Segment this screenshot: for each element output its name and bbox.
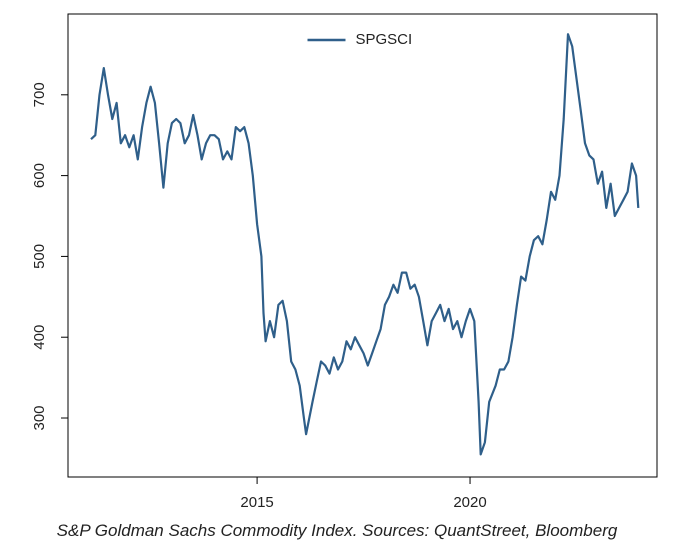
y-tick-label: 300 <box>31 405 48 430</box>
series-line <box>90 33 640 456</box>
y-tick-label: 500 <box>31 244 48 269</box>
y-tick-label: 600 <box>31 163 48 188</box>
x-tick-label: 2020 <box>453 494 486 511</box>
y-tick-label: 700 <box>31 82 48 107</box>
x-tick-label: 2015 <box>240 494 273 511</box>
y-tick-label: 400 <box>31 325 48 350</box>
legend-label: SPGSCI <box>356 31 413 48</box>
caption: S&P Goldman Sachs Commodity Index. Sourc… <box>57 521 618 540</box>
plot-frame <box>67 13 658 478</box>
